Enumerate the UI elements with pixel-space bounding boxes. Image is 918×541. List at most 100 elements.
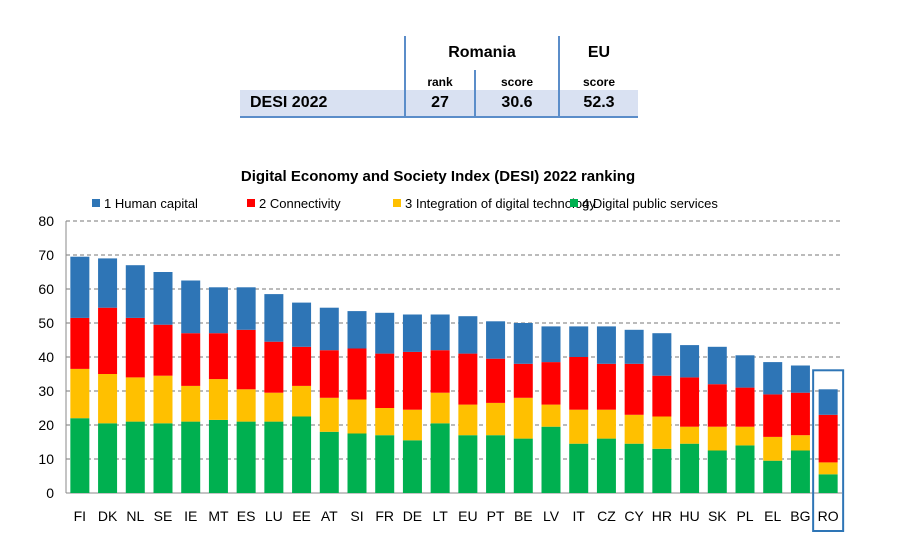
bar-segment: [596, 438, 616, 493]
bar-segment: [153, 375, 173, 424]
bar-segment: [735, 355, 755, 388]
y-tick-label: 20: [38, 417, 54, 433]
bar-segment: [98, 423, 118, 493]
x-tick-label: RO: [818, 508, 839, 524]
bar-segment: [153, 324, 173, 376]
bar-segment: [236, 287, 256, 330]
summary-bottom-rule: [240, 116, 638, 118]
y-tick-label: 60: [38, 281, 54, 297]
bar-segment: [763, 394, 783, 437]
bar-segment: [624, 363, 644, 415]
bar-segment: [735, 387, 755, 427]
x-tick-label: LU: [265, 508, 283, 524]
bar-segment: [375, 312, 395, 354]
bar-segment: [513, 323, 533, 364]
x-axis: FI DK NL SE IE MT ES LU EE AT SI FR DE LT EU PT BE LV IT CZ…: [74, 508, 839, 524]
x-tick-label: SE: [154, 508, 173, 524]
chart-legend: 1 Human capital 2 Connectivity 3 Integrati…: [92, 196, 718, 211]
bar-segment: [125, 265, 145, 318]
x-tick-label: BE: [514, 508, 533, 524]
bar-segment: [596, 409, 616, 439]
legend-label: 4 Digital public services: [582, 196, 718, 211]
bar-segment: [458, 353, 478, 405]
x-tick-label: ES: [237, 508, 256, 524]
bar-segment: [236, 389, 256, 422]
bar-segment: [153, 272, 173, 325]
summary-divider-1: [404, 36, 406, 118]
summary-rank-value: 27: [431, 94, 449, 111]
bar-segment: [98, 374, 118, 424]
bar-segment: [735, 426, 755, 446]
x-tick-label: HR: [652, 508, 672, 524]
bar-segment: [125, 377, 145, 422]
bar-segment: [486, 402, 506, 436]
y-tick-label: 70: [38, 247, 54, 263]
bar-segment: [513, 438, 533, 493]
x-tick-label: NL: [126, 508, 144, 524]
bar-segment: [264, 392, 284, 422]
summary-table: Romania EU rank score score DESI 2022 27…: [240, 36, 640, 120]
x-tick-label: EL: [764, 508, 781, 524]
x-tick-label: IE: [184, 508, 197, 524]
bar-segment: [375, 353, 395, 408]
bar-segment: [458, 435, 478, 493]
bar-segment: [680, 426, 700, 444]
bar-segment: [70, 368, 90, 419]
x-tick-label: EU: [458, 508, 477, 524]
bar-segment: [430, 423, 450, 493]
bar-segment: [347, 433, 367, 493]
bar-segment: [347, 399, 367, 434]
bar-segment: [402, 409, 422, 441]
bar-segment: [541, 326, 561, 363]
x-tick-label: LV: [543, 508, 560, 524]
bar-segment: [763, 362, 783, 395]
bar-segment: [569, 326, 589, 357]
bar-segment: [402, 351, 422, 410]
bar-segment: [430, 392, 450, 424]
x-tick-label: PT: [487, 508, 505, 524]
chart-bars: [70, 256, 838, 493]
bar-segment: [818, 474, 838, 493]
bar-segment: [319, 431, 339, 493]
summary-header-eu: EU: [587, 44, 611, 61]
summary-divider-3: [558, 36, 560, 118]
summary-subheader-score: score: [500, 75, 534, 89]
x-tick-label: EE: [292, 508, 311, 524]
bar-segment: [208, 333, 228, 380]
legend-swatch: [393, 199, 401, 207]
bar-segment: [486, 358, 506, 403]
bar-segment: [292, 302, 312, 347]
bar-segment: [818, 462, 838, 475]
bar-segment: [375, 435, 395, 493]
x-tick-label: PL: [736, 508, 753, 524]
bar-segment: [818, 389, 838, 415]
bar-segment: [680, 377, 700, 427]
bar-segment: [458, 316, 478, 354]
legend-swatch: [92, 199, 100, 207]
bar-segment: [652, 375, 672, 417]
bar-segment: [236, 421, 256, 493]
bar-segment: [292, 416, 312, 493]
bar-segment: [181, 385, 201, 422]
bar-segment: [264, 294, 284, 342]
bar-segment: [569, 409, 589, 444]
bar-segment: [319, 397, 339, 432]
bar-segment: [790, 450, 810, 493]
x-tick-label: IT: [572, 508, 585, 524]
x-tick-label: CZ: [597, 508, 616, 524]
bar-segment: [70, 418, 90, 493]
legend-label: 2 Connectivity: [259, 196, 341, 211]
bar-segment: [541, 404, 561, 427]
bar-segment: [624, 329, 644, 364]
chart-title: Digital Economy and Society Index (DESI)…: [241, 168, 635, 185]
x-tick-label: FI: [74, 508, 86, 524]
summary-subheader-rank: rank: [427, 75, 453, 89]
bar-segment: [680, 443, 700, 493]
bar-segment: [790, 435, 810, 451]
bar-segment: [430, 314, 450, 351]
y-tick-label: 40: [38, 349, 54, 365]
bar-segment: [347, 348, 367, 400]
legend-label: 1 Human capital: [104, 196, 198, 211]
x-tick-label: SK: [708, 508, 727, 524]
